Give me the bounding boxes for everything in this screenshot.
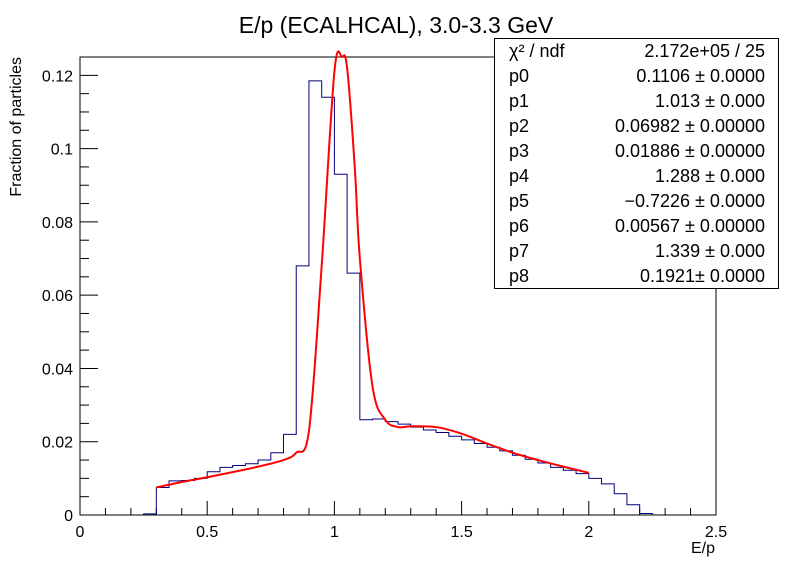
histogram-bin — [474, 444, 487, 515]
x-tick-label: 1.5 — [450, 524, 472, 541]
histogram-bin — [423, 430, 436, 515]
histogram-bin — [436, 433, 449, 515]
histogram-bin — [245, 464, 258, 515]
stat-value: 0.01886 ± 0.00000 — [614, 141, 765, 161]
fit-curve — [156, 50, 590, 489]
histogram-bin — [398, 424, 411, 515]
stat-value: 0.06982 ± 0.00000 — [614, 116, 765, 136]
stat-name: p4 — [509, 166, 530, 186]
histogram-bin — [538, 463, 551, 515]
histogram-bin — [500, 451, 513, 515]
stat-name: p6 — [509, 216, 530, 236]
x-tick-label: 0.5 — [196, 524, 218, 541]
histogram-bin — [449, 436, 462, 515]
histogram-bin — [373, 419, 386, 515]
histogram-bin — [284, 434, 297, 515]
stat-name: p0 — [509, 66, 530, 86]
stat-value: 1.013 ± 0.000 — [655, 91, 765, 111]
stat-name: χ² / ndf — [509, 41, 565, 61]
y-tick-label: 0.02 — [42, 435, 73, 452]
fit-stats-box: χ² / ndf 2.172e+05 / 25 p0 0.1106 ± 0.00… — [494, 38, 779, 289]
y-axis: 0 0.02 0.04 0.06 0.08 0.1 0.12 — [42, 68, 98, 525]
histogram-bin — [207, 472, 220, 515]
histogram-bin — [360, 420, 373, 515]
x-tick-label: 2.5 — [705, 524, 727, 541]
histogram-bin — [551, 467, 564, 515]
stat-value: −0.7226 ± 0.0000 — [624, 191, 765, 211]
stat-name: p8 — [509, 266, 530, 286]
y-tick-label: 0.12 — [42, 68, 73, 85]
histogram-bin — [576, 474, 589, 515]
histogram-bin — [182, 481, 195, 515]
y-tick-label: 0 — [64, 508, 73, 525]
x-axis-label: E/p — [691, 540, 715, 557]
histogram-bin — [487, 447, 500, 515]
histogram-bin — [589, 478, 602, 515]
stat-row-p4: p4 1.288 ± 0.000 — [495, 166, 778, 190]
histogram-bin — [334, 174, 347, 515]
stat-value: 1.288 ± 0.000 — [655, 166, 765, 186]
histogram-bin — [144, 514, 157, 515]
y-axis-label: Fraction of particles — [8, 57, 25, 197]
stat-name: p3 — [509, 141, 530, 161]
y-tick-label: 0.06 — [42, 288, 73, 305]
stat-value: 1.339 ± 0.000 — [655, 241, 765, 261]
stat-row-p2: p2 0.06982 ± 0.00000 — [495, 116, 778, 140]
histogram-bin — [347, 273, 360, 515]
histogram-bin — [563, 470, 576, 515]
histogram-bin — [194, 478, 207, 515]
stat-name: p2 — [509, 116, 530, 136]
stat-name: p7 — [509, 241, 530, 261]
stat-row-p7: p7 1.339 ± 0.000 — [495, 241, 778, 265]
histogram-bin — [640, 514, 653, 515]
histogram-bin — [614, 494, 627, 515]
histogram-bin — [385, 422, 398, 515]
stat-row-chi2: χ² / ndf 2.172e+05 / 25 — [495, 41, 778, 65]
x-tick-label: 0 — [76, 524, 85, 541]
histogram-bin — [525, 459, 538, 515]
stat-row-p8: p8 0.1921± 0.0000 — [495, 266, 778, 290]
histogram-bin — [233, 466, 246, 515]
stat-value: 0.1106 ± 0.0000 — [636, 66, 765, 86]
x-axis: 0 0.5 1 1.5 2 2.5 — [76, 501, 727, 541]
chart-title: E/p (ECALHCAL), 3.0-3.3 GeV — [239, 12, 554, 38]
stat-value: 0.00567 ± 0.00000 — [614, 216, 765, 236]
stat-name: p1 — [509, 91, 530, 111]
histogram-bin — [258, 460, 271, 515]
histogram-series — [143, 80, 653, 515]
y-tick-label: 0.08 — [42, 215, 73, 232]
x-tick-label: 2 — [584, 524, 593, 541]
y-tick-label: 0.1 — [51, 142, 73, 159]
stat-row-p3: p3 0.01886 ± 0.00000 — [495, 141, 778, 165]
stat-value: 0.1921± 0.0000 — [640, 266, 765, 286]
histogram-bin — [627, 505, 640, 515]
histogram-bin — [512, 455, 525, 515]
stat-row-p5: p5 −0.7226 ± 0.0000 — [495, 191, 778, 215]
histogram-bin — [602, 484, 615, 515]
stat-name: p5 — [509, 191, 530, 211]
histogram-bin — [462, 440, 475, 515]
stat-value: 2.172e+05 / 25 — [644, 41, 765, 61]
histogram-line — [143, 80, 653, 515]
histogram-bin — [411, 427, 424, 515]
histogram-bin — [169, 481, 182, 515]
x-tick-label: 1 — [330, 524, 339, 541]
fit-curve-series — [156, 50, 590, 489]
histogram-bin — [296, 266, 309, 515]
stat-row-p1: p1 1.013 ± 0.000 — [495, 91, 778, 115]
stat-row-p0: p0 0.1106 ± 0.0000 — [495, 66, 778, 90]
histogram-bin — [156, 488, 169, 515]
stat-row-p6: p6 0.00567 ± 0.00000 — [495, 216, 778, 240]
y-tick-label: 0.04 — [42, 361, 73, 378]
